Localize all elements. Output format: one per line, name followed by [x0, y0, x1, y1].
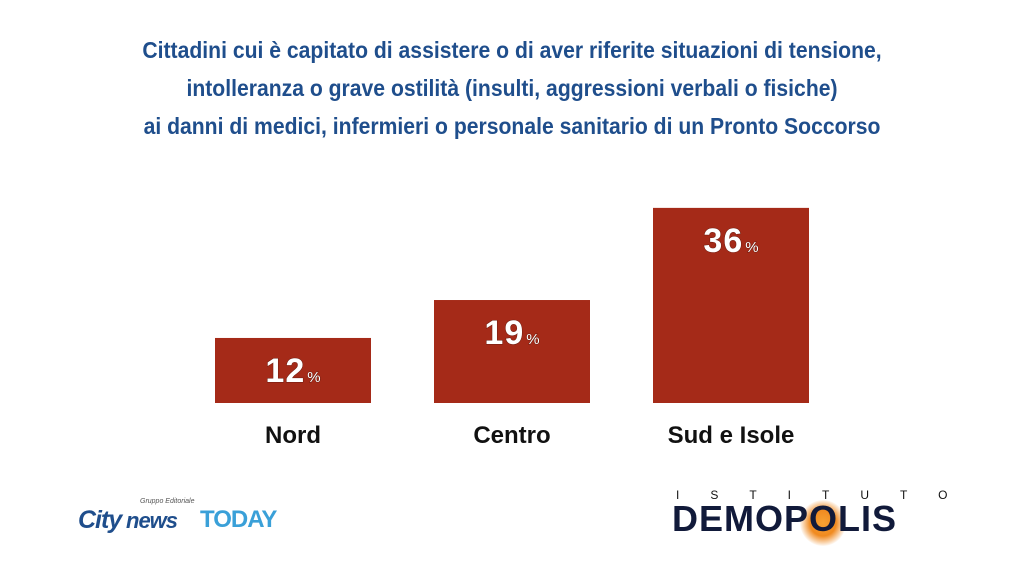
- title-line-3: ai danni di medici, infermieri o persona…: [143, 113, 881, 139]
- bar-centro: [434, 300, 590, 403]
- data-label-unit: %: [307, 369, 320, 386]
- data-label-unit: %: [526, 331, 539, 348]
- logo-left-city: City: [78, 506, 122, 534]
- category-label-sud-e-isole: Sud e Isole: [668, 422, 795, 449]
- title-line-2: intolleranza o grave ostilità (insulti, …: [186, 75, 838, 101]
- category-label-centro: Centro: [473, 422, 550, 449]
- logo-right-top: ISTITUTO: [676, 488, 979, 502]
- logo-left-news: news: [126, 508, 178, 533]
- citynews-today-logo: Gruppo Editoriale City news TODAY: [78, 498, 298, 542]
- data-label-value: 36: [703, 222, 743, 260]
- logo-glow-icon: [800, 500, 846, 546]
- bar-sud-e-isole: [653, 207, 809, 403]
- data-label-centro: 19%: [484, 314, 539, 352]
- data-label-unit: %: [745, 239, 758, 256]
- data-label-value: 19: [484, 314, 524, 352]
- bar-nord: [215, 337, 371, 403]
- data-label-sud-e-isole: 36%: [703, 222, 758, 260]
- data-label-nord: 12%: [265, 352, 320, 390]
- data-label-value: 12: [265, 352, 305, 390]
- category-label-nord: Nord: [265, 422, 321, 449]
- logo-left-small-text: Gruppo Editoriale: [140, 498, 195, 505]
- title-line-1: Cittadini cui è capitato di assistere o …: [142, 37, 882, 63]
- logo-left-today: TODAY: [200, 506, 277, 533]
- chart-title: Cittadini cui è capitato di assistere o …: [51, 31, 973, 145]
- demopolis-logo: ISTITUTO DEMOPOLIS: [672, 488, 979, 546]
- logo-right-main: DEMOPOLIS: [672, 498, 898, 539]
